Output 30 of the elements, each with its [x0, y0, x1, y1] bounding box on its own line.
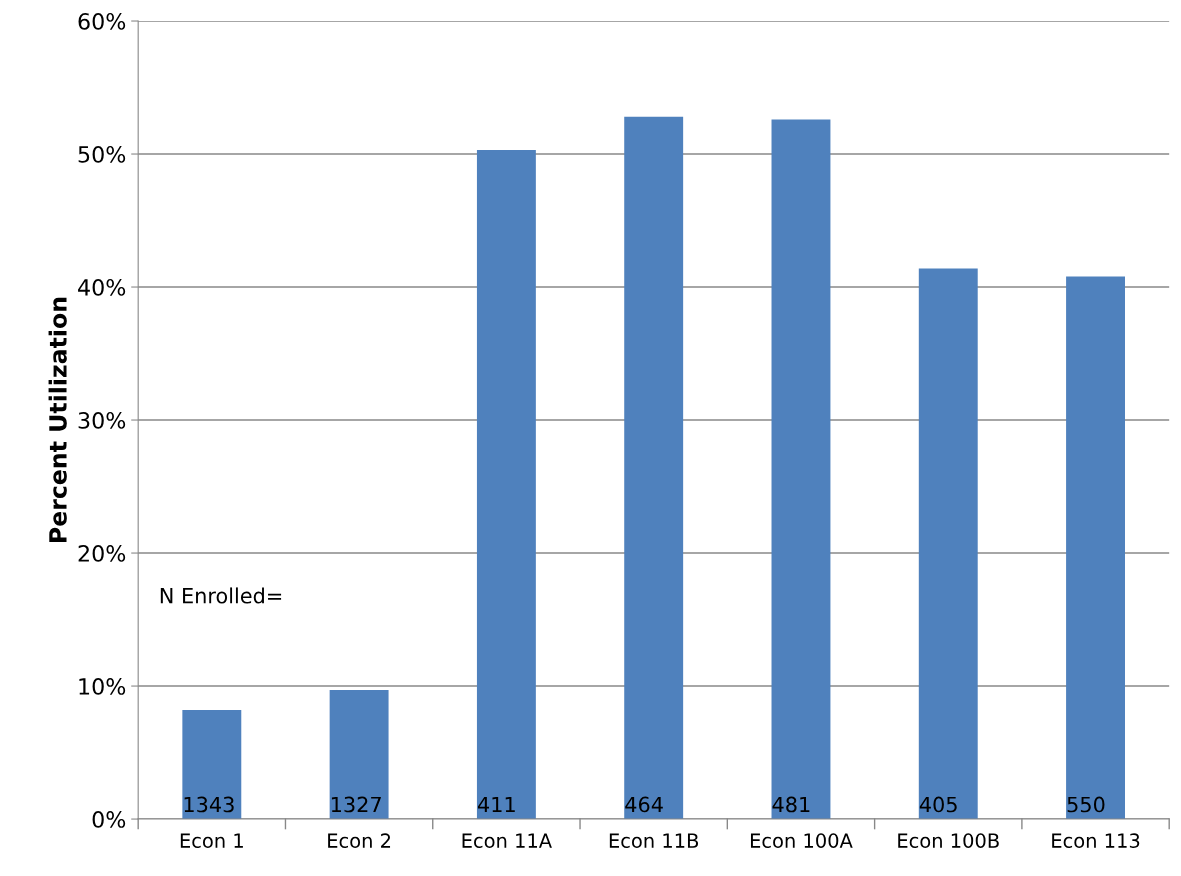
x-tick-label: Econ 2 [328, 833, 391, 848]
x-tick-label: Econ 11A [462, 833, 552, 848]
y-tick-label: 40% [78, 278, 126, 296]
bar [329, 690, 389, 820]
y-tick-label: 30% [78, 411, 126, 429]
bar [918, 268, 978, 820]
y-axis-title: Percent Utilization [48, 297, 67, 542]
annotation: 411 [477, 796, 515, 813]
annotation: N Enrolled= [160, 587, 282, 604]
x-tick-label: Econ 113 [1052, 833, 1140, 848]
x-tick-label: Econ 100A [750, 833, 853, 848]
x-tick-label: Econ 1 [180, 833, 243, 848]
y-tick-label: 60% [78, 12, 126, 30]
y-tick-label: 50% [78, 145, 126, 163]
y-tick-label: 0% [92, 811, 126, 828]
x-tick-label: Econ 100B [898, 833, 999, 848]
bar [771, 119, 831, 820]
annotation: 464 [625, 796, 663, 813]
annotation: 550 [1067, 796, 1105, 813]
bar [624, 116, 684, 820]
bar [1066, 276, 1125, 820]
annotation: 481 [772, 796, 810, 813]
bar [182, 710, 242, 820]
bar [476, 150, 536, 820]
annotation: 1343 [184, 796, 234, 813]
x-tick-label: Econ 11B [609, 833, 699, 848]
annotation: 1327 [331, 796, 381, 813]
y-tick-label: 10% [79, 678, 126, 695]
annotation: 405 [919, 796, 957, 813]
y-tick-label: 20% [78, 545, 126, 562]
